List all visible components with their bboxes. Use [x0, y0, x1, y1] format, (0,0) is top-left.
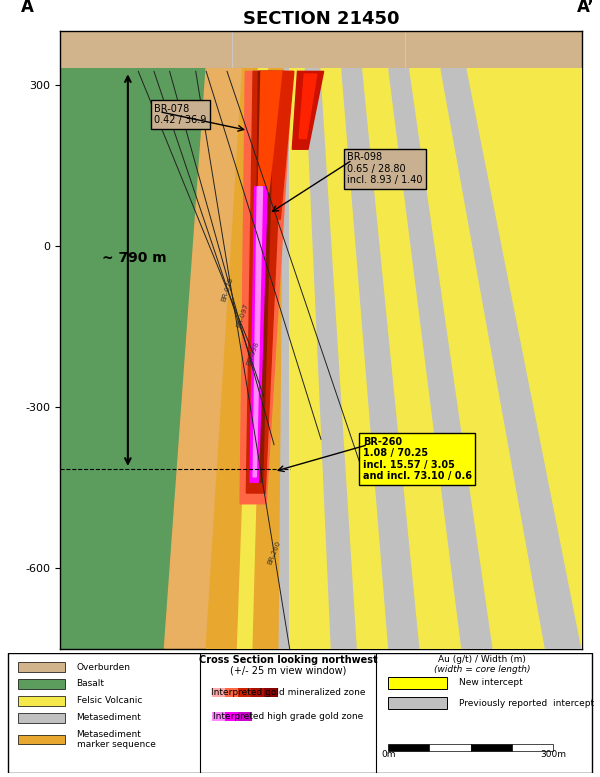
Text: Previously reported  intercept: Previously reported intercept — [459, 699, 594, 708]
Bar — [470, 744, 512, 751]
Bar — [18, 662, 65, 672]
Bar — [263, 688, 278, 697]
Polygon shape — [238, 68, 269, 649]
Text: BR-098
0.65 / 28.80
incl. 8.93 / 1.40: BR-098 0.65 / 28.80 incl. 8.93 / 1.40 — [347, 152, 422, 185]
Text: Basalt: Basalt — [77, 680, 104, 688]
Text: Overburden: Overburden — [77, 663, 131, 671]
Polygon shape — [253, 68, 284, 649]
Bar — [238, 712, 253, 721]
Polygon shape — [342, 68, 420, 649]
Polygon shape — [206, 68, 259, 649]
Polygon shape — [321, 68, 389, 649]
Text: Au (g/t) / Width (m): Au (g/t) / Width (m) — [439, 656, 526, 664]
Polygon shape — [164, 68, 242, 649]
Text: Metasediment: Metasediment — [77, 713, 142, 722]
Polygon shape — [268, 71, 294, 219]
Text: Felsic Volcanic: Felsic Volcanic — [77, 696, 142, 706]
Polygon shape — [363, 68, 462, 649]
Polygon shape — [290, 68, 331, 649]
Bar — [388, 744, 430, 751]
Polygon shape — [254, 71, 274, 483]
Text: BR-098: BR-098 — [246, 340, 260, 366]
Text: BR-078
0.42 / 36.9: BR-078 0.42 / 36.9 — [154, 103, 206, 125]
Text: BR-260: BR-260 — [266, 539, 281, 565]
Bar — [388, 697, 447, 709]
Bar — [212, 688, 227, 697]
Text: BR-260
1.08 / 70.25
incl. 15.57 / 3.05
and incl. 73.10 / 0.6: BR-260 1.08 / 70.25 incl. 15.57 / 3.05 a… — [363, 437, 472, 482]
Polygon shape — [60, 68, 242, 649]
Text: 300m: 300m — [540, 751, 566, 759]
Text: BR-097: BR-097 — [236, 303, 250, 329]
Polygon shape — [305, 68, 358, 649]
Bar — [18, 696, 65, 706]
Title: SECTION 21450: SECTION 21450 — [243, 10, 399, 28]
Polygon shape — [240, 71, 292, 503]
Bar — [251, 688, 265, 697]
Text: Metasediment
marker sequence: Metasediment marker sequence — [77, 730, 155, 749]
Text: A: A — [21, 0, 34, 16]
Text: ~ 790 m: ~ 790 m — [102, 251, 166, 265]
Polygon shape — [389, 68, 493, 649]
Bar — [18, 679, 65, 688]
Polygon shape — [410, 68, 545, 649]
Bar — [238, 688, 253, 697]
Text: Cross Section looking northwest: Cross Section looking northwest — [199, 655, 377, 665]
Bar — [512, 744, 553, 751]
Bar — [430, 744, 470, 751]
Polygon shape — [247, 71, 284, 493]
Bar — [225, 688, 239, 697]
Polygon shape — [299, 74, 317, 138]
Bar — [225, 712, 239, 721]
Text: (width = core length): (width = core length) — [434, 665, 530, 674]
Polygon shape — [60, 31, 582, 649]
Polygon shape — [292, 71, 323, 149]
Polygon shape — [279, 68, 290, 649]
Polygon shape — [250, 186, 267, 483]
Text: 0m: 0m — [381, 751, 395, 759]
Text: A’: A’ — [577, 0, 595, 16]
Text: New intercept: New intercept — [459, 678, 523, 688]
Text: BR-078: BR-078 — [220, 276, 234, 301]
Polygon shape — [259, 71, 282, 192]
Polygon shape — [467, 68, 582, 649]
Polygon shape — [441, 68, 582, 649]
Text: (+/- 25 m view window): (+/- 25 m view window) — [230, 666, 346, 676]
Bar — [388, 677, 447, 688]
Bar — [18, 734, 65, 744]
Polygon shape — [60, 31, 582, 68]
Text: Interpreted gold mineralized zone: Interpreted gold mineralized zone — [211, 688, 365, 697]
Polygon shape — [253, 186, 263, 477]
Text: Interpreted high grade gold zone: Interpreted high grade gold zone — [213, 712, 364, 721]
Bar — [212, 712, 227, 721]
Bar — [18, 713, 65, 723]
